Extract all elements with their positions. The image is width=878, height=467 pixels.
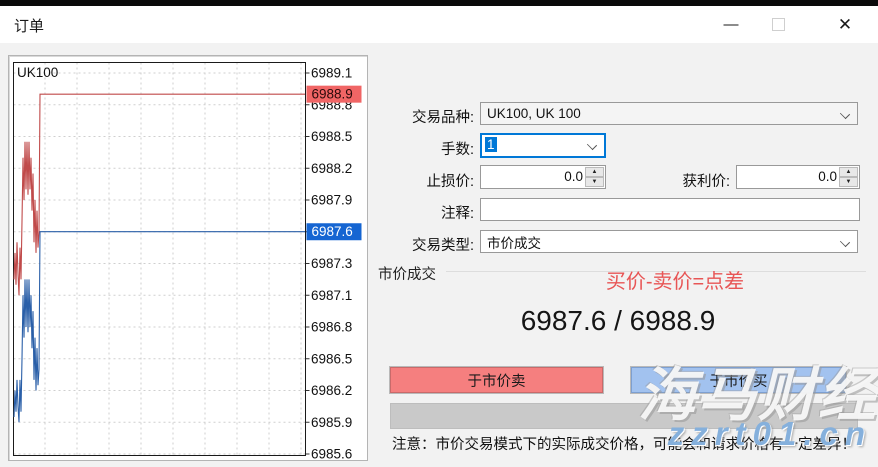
comment-input[interactable] (480, 198, 860, 221)
svg-text:6985.9: 6985.9 (311, 415, 352, 430)
tick-chart: 6989.16988.86988.56988.26987.96987.66987… (8, 55, 368, 461)
volume-value: 1 (485, 137, 497, 152)
background-strip (0, 0, 878, 6)
order-type-label: 交易类型: (411, 238, 474, 254)
take-profit-value: 0.0 (818, 169, 837, 184)
stop-loss-value: 0.0 (564, 169, 583, 184)
take-profit-label: 获利价: (682, 174, 730, 190)
maximize-icon (771, 18, 785, 31)
svg-text:UK100: UK100 (17, 65, 58, 80)
order-type-dropdown[interactable]: 市价成交 (480, 230, 858, 253)
svg-text:6987.3: 6987.3 (311, 256, 352, 271)
spinner-down-icon[interactable]: ▼ (839, 177, 858, 187)
symbol-dropdown[interactable]: UK100, UK 100 (480, 102, 858, 125)
order-type-value: 市价成交 (487, 235, 541, 251)
symbol-value: UK100, UK 100 (487, 106, 581, 121)
chevron-down-icon (841, 238, 849, 246)
svg-text:6988.5: 6988.5 (311, 129, 352, 144)
watermark-url: zzrt01.cn (667, 415, 872, 452)
chevron-down-icon (588, 141, 596, 149)
minimize-button[interactable]: — (708, 6, 754, 43)
svg-text:6988.9: 6988.9 (312, 87, 353, 102)
svg-text:6986.5: 6986.5 (311, 351, 352, 366)
comment-label: 注释: (440, 206, 474, 222)
stop-loss-label: 止损价: (426, 174, 474, 190)
svg-text:6987.9: 6987.9 (311, 193, 352, 208)
maximize-button[interactable] (755, 6, 801, 43)
svg-text:6987.6: 6987.6 (312, 224, 353, 239)
close-button[interactable]: ✕ (822, 6, 868, 43)
window-title: 订单 (14, 18, 45, 35)
spinner-up-icon[interactable]: ▲ (839, 167, 858, 177)
svg-text:6987.1: 6987.1 (311, 288, 352, 303)
title-bar: 订单 — ✕ (0, 6, 878, 43)
dialog-content: 6989.16988.86988.56988.26987.96987.66987… (0, 43, 878, 467)
stop-loss-field[interactable]: 0.0 ▲ ▼ (480, 165, 606, 189)
svg-text:6989.1: 6989.1 (311, 66, 352, 81)
spinner-down-icon[interactable]: ▼ (585, 177, 604, 187)
bid-ask-price-display: 6987.6 / 6988.9 (520, 305, 716, 336)
svg-text:6988.2: 6988.2 (311, 161, 352, 176)
close-icon: ✕ (837, 14, 853, 34)
chevron-down-icon (841, 110, 849, 118)
tick-chart-canvas: 6989.16988.86988.56988.26987.96987.66987… (13, 62, 362, 461)
volume-combobox[interactable]: 1 (480, 133, 606, 158)
sell-button-label: 于市价卖 (467, 373, 526, 390)
watermark-brand: 海马财经 (637, 363, 878, 428)
execution-notice-text: 注意：市价交易模式下的实际成交价格，可能会和请求价格有一定差异！ (392, 437, 856, 453)
spinner-up-icon[interactable]: ▲ (585, 167, 604, 177)
group-divider (446, 271, 866, 272)
spread-hint-annotation: 买价-卖价=点差 (605, 271, 745, 293)
market-execution-group-label: 市价成交 (378, 263, 442, 284)
volume-label: 手数: (440, 142, 474, 158)
svg-text:6986.8: 6986.8 (311, 320, 352, 335)
minimize-icon: — (723, 16, 739, 33)
sell-by-market-button[interactable]: 于市价卖 (390, 367, 603, 393)
symbol-label: 交易品种: (411, 110, 474, 126)
take-profit-field[interactable]: 0.0 ▲ ▼ (736, 165, 860, 189)
buy-by-market-button[interactable]: 于市价买 (631, 367, 846, 393)
svg-text:6986.2: 6986.2 (311, 383, 352, 398)
svg-text:6985.6: 6985.6 (311, 447, 352, 461)
buy-button-label: 于市价买 (709, 373, 768, 390)
order-progress-bar (390, 403, 858, 429)
